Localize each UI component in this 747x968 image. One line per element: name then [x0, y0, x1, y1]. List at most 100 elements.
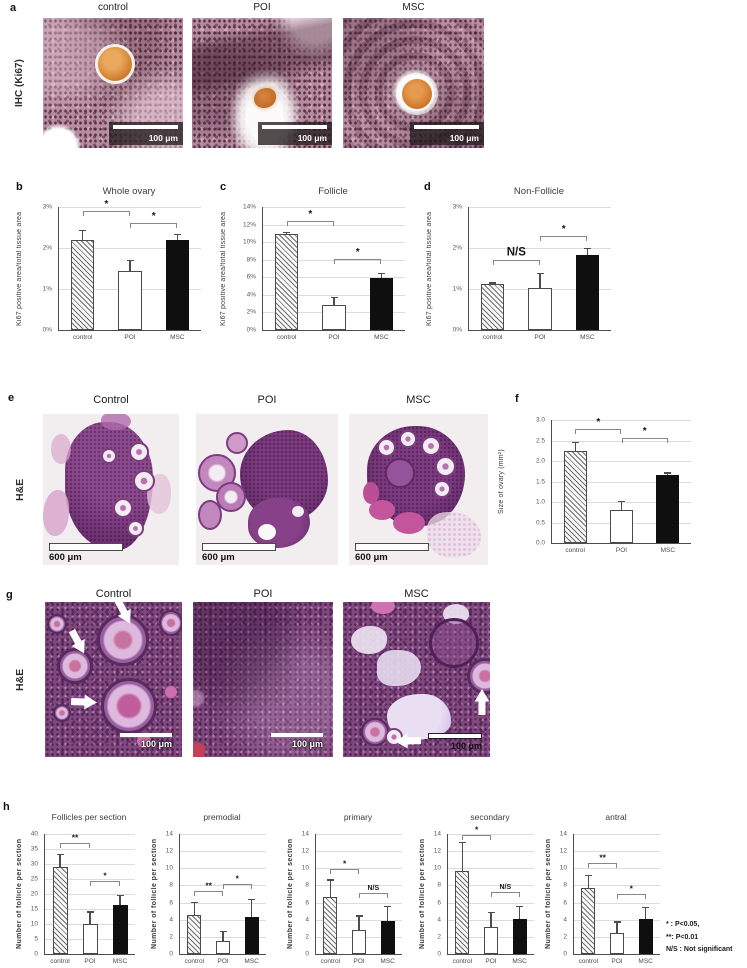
- micrograph-ihc-poi: 100 μm: [192, 18, 332, 148]
- oocyte: [371, 602, 395, 614]
- plot-area: control POI MSC * *: [551, 417, 691, 554]
- bar-MSC: [638, 918, 653, 954]
- x-category-label: control: [50, 958, 70, 965]
- sig-label: *: [343, 858, 347, 869]
- y-tick-label: 12: [559, 847, 567, 855]
- gridline: [552, 481, 691, 483]
- sig-label: *: [629, 883, 633, 894]
- y-tick-label: 25: [30, 875, 38, 883]
- error-bar: [222, 930, 224, 942]
- x-category-label: MSC: [112, 958, 128, 965]
- legend-line: **: P<0.01: [666, 933, 699, 941]
- y-tick-label: 2.0: [535, 457, 545, 465]
- sig-label: *: [596, 417, 601, 429]
- y-tick-label: 4: [437, 916, 441, 924]
- micrograph-ihc-control: 100 μm: [43, 18, 183, 148]
- bar-control: [480, 284, 505, 330]
- chart-title: premodial: [203, 812, 241, 822]
- bursa-structure: [198, 500, 222, 530]
- x-category-label: POI: [485, 958, 497, 965]
- error-bar: [519, 906, 521, 919]
- error-bar-cap: [173, 233, 181, 235]
- plot-area: control POI MSC ** *: [573, 834, 660, 965]
- scale-bar: 100 μm: [120, 733, 172, 749]
- sig-label: *: [475, 824, 479, 835]
- sig-bracket: [492, 260, 540, 266]
- y-tick-label: 12: [301, 847, 309, 855]
- gridline: [263, 207, 405, 208]
- x-category-label: POI: [615, 547, 628, 554]
- error-bar: [176, 233, 178, 240]
- sig-label: N/S: [506, 246, 526, 259]
- gridline: [45, 909, 135, 910]
- sig-bracket: [621, 438, 668, 444]
- sig-label: **: [205, 880, 212, 891]
- micrograph-he-ovary-poi: 600 μm: [196, 414, 338, 565]
- x-category-label: MSC: [580, 334, 595, 341]
- y-tick-label: 3.0: [535, 416, 545, 424]
- x-category-label: control: [184, 958, 205, 965]
- y-tick-label: 6: [305, 899, 309, 907]
- x-category-label: MSC: [638, 958, 653, 965]
- bar-POI: [483, 926, 499, 954]
- error-bar-cap: [326, 879, 334, 881]
- oocyte: [165, 686, 177, 698]
- y-tick-label: 1%: [452, 285, 462, 293]
- gridline: [180, 919, 266, 921]
- follicle: [399, 430, 417, 448]
- bar-POI: [322, 305, 346, 330]
- error-bar: [251, 899, 253, 918]
- y-tick-label: 0%: [452, 326, 462, 334]
- sig-bracket: [334, 258, 382, 264]
- error-bar-cap: [79, 229, 87, 231]
- sig-label: N/S: [499, 884, 512, 892]
- scale-bar: 600 μm: [355, 543, 429, 563]
- ovary-section: [248, 498, 310, 548]
- panel-letter-d: d: [424, 181, 431, 193]
- legend-line: * : P<0.05,: [666, 921, 700, 928]
- gridline: [263, 224, 405, 226]
- bar-MSC: [112, 905, 128, 954]
- chart-title: primary: [343, 812, 373, 822]
- error-bar-cap: [283, 231, 291, 233]
- bar-control: [70, 239, 95, 330]
- scale-bar-label: 600 μm: [355, 552, 388, 563]
- scale-bar-label: 100 μm: [140, 739, 172, 749]
- y-tick-label: 5: [34, 935, 38, 943]
- antrum-cavity: [258, 524, 276, 540]
- sig-bracket: [194, 891, 223, 897]
- panel-letter-g: g: [6, 589, 13, 601]
- legend-line: N/S : Not significant: [666, 946, 733, 953]
- plot-area: control POI MSC * N/S: [447, 825, 534, 965]
- y-tick-label: 8: [305, 881, 309, 889]
- gridline: [574, 902, 660, 904]
- panel-e-side-label: H&E: [14, 478, 26, 501]
- gridline: [45, 849, 135, 850]
- error-bar: [387, 906, 389, 921]
- error-bar: [574, 441, 576, 451]
- x-category-label: MSC: [512, 958, 527, 965]
- x-category-label: POI: [84, 958, 96, 965]
- chart-title: antral: [605, 812, 627, 822]
- gridline: [316, 851, 402, 853]
- sig-bracket: [359, 893, 388, 899]
- micrograph-he-poi: 100 μm: [193, 602, 333, 757]
- error-bar: [620, 500, 623, 511]
- bar-MSC: [512, 918, 527, 954]
- bar-control: [455, 870, 470, 954]
- follicle: [467, 658, 490, 694]
- plot-area: control POI MSC ** *: [179, 834, 266, 965]
- gridline: [448, 851, 534, 853]
- chart-premodial: premodial Number of follicle per section c…: [149, 800, 271, 968]
- corpus-luteum: [369, 500, 395, 520]
- column-label-poi: POI: [257, 394, 277, 406]
- error-bar: [358, 915, 360, 930]
- x-category-label: control: [276, 334, 297, 341]
- scale-bar-line: [262, 125, 327, 129]
- sig-label: *: [561, 223, 566, 235]
- scale-bar-label: 100 μm: [449, 133, 479, 143]
- error-bar-cap: [248, 899, 256, 901]
- chart-antral: antral Number of follicle per section cont…: [543, 800, 665, 968]
- column-label-msc: MSC: [406, 394, 431, 406]
